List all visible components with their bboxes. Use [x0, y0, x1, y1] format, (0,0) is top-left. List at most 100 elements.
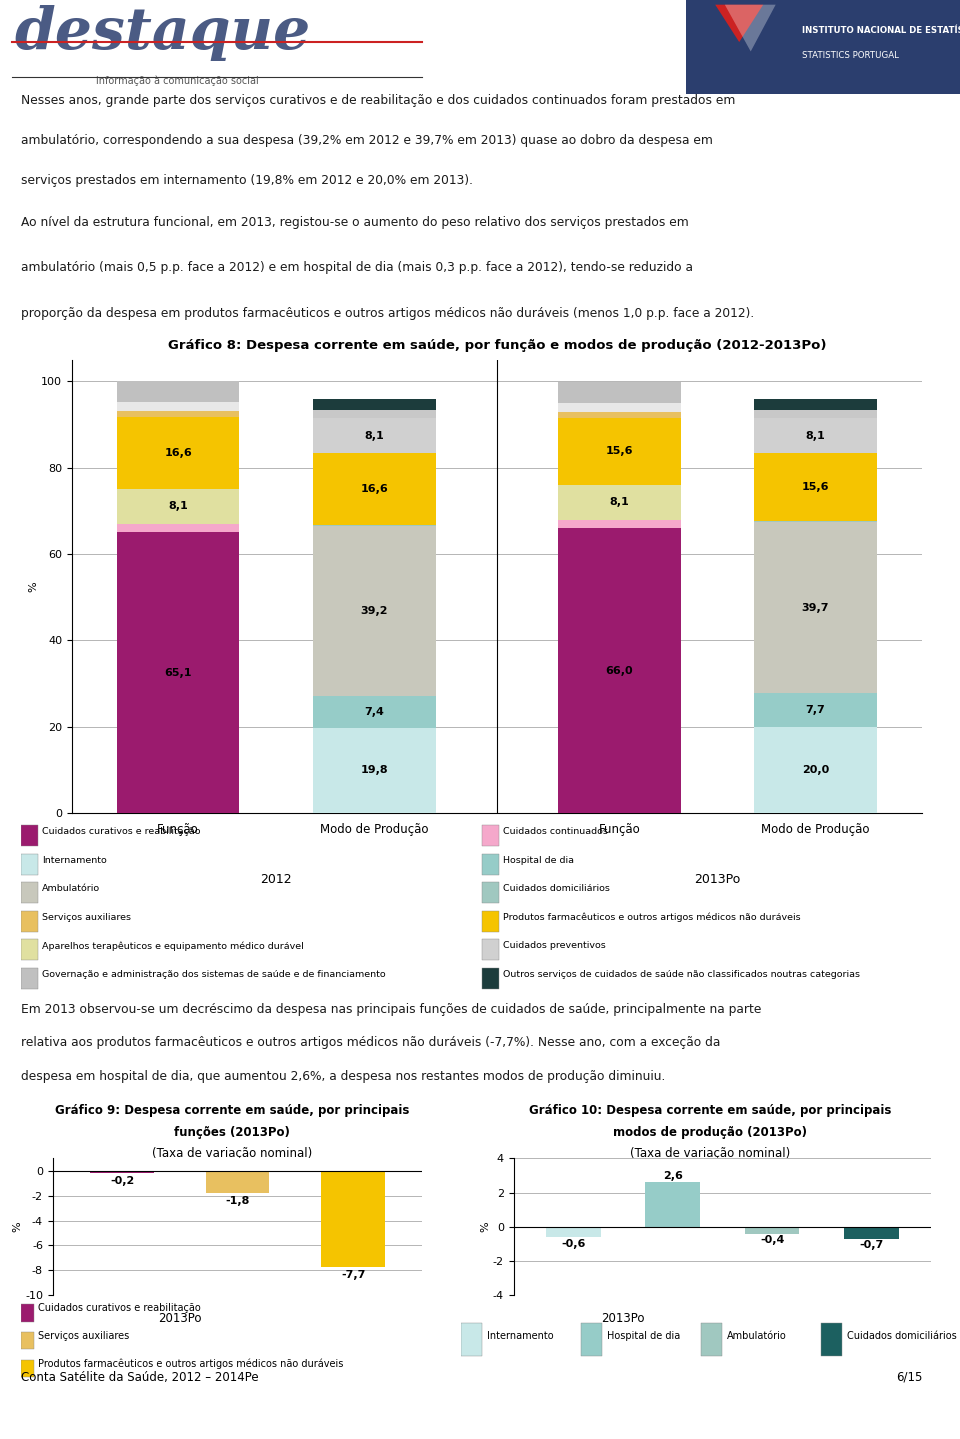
- FancyBboxPatch shape: [482, 826, 498, 846]
- Text: (Taxa de variação nominal): (Taxa de variação nominal): [631, 1147, 790, 1160]
- Text: Ambulatório: Ambulatório: [728, 1331, 787, 1341]
- Text: Ao nível da estrutura funcional, em 2013, registou-se o aumento do peso relativo: Ao nível da estrutura funcional, em 2013…: [21, 216, 689, 229]
- Text: INSTITUTO NACIONAL DE ESTATÍSTICA: INSTITUTO NACIONAL DE ESTATÍSTICA: [802, 26, 960, 35]
- Bar: [90, 1171, 154, 1173]
- Bar: [755, 419, 876, 453]
- Bar: [558, 417, 681, 485]
- Text: Aparelhos terapêuticos e equipamento médico durável: Aparelhos terapêuticos e equipamento méd…: [42, 941, 304, 951]
- Text: modos de produção (2013Po): modos de produção (2013Po): [613, 1125, 807, 1138]
- Bar: [117, 381, 239, 401]
- Text: 8,1: 8,1: [805, 430, 826, 440]
- Bar: [117, 410, 239, 417]
- Bar: [745, 1226, 800, 1233]
- Text: Produtos farmacêuticos e outros artigos médicos não duráveis: Produtos farmacêuticos e outros artigos …: [503, 912, 801, 922]
- Bar: [313, 527, 436, 695]
- Bar: [755, 694, 876, 727]
- FancyBboxPatch shape: [21, 968, 37, 989]
- Text: Cuidados curativos e reabilitação: Cuidados curativos e reabilitação: [38, 1304, 201, 1314]
- Text: Internamento: Internamento: [42, 856, 108, 865]
- Text: 15,6: 15,6: [802, 482, 829, 492]
- Text: (Taxa de variação nominal): (Taxa de variação nominal): [153, 1147, 312, 1160]
- Bar: [313, 453, 436, 525]
- Text: 15,6: 15,6: [606, 446, 633, 456]
- Bar: [313, 410, 436, 419]
- Bar: [558, 381, 681, 403]
- Text: Ambulatório: Ambulatório: [42, 884, 101, 894]
- Text: Internamento: Internamento: [487, 1331, 554, 1341]
- Text: -7,7: -7,7: [341, 1269, 366, 1279]
- Bar: [117, 417, 239, 489]
- Bar: [558, 528, 681, 813]
- Text: 7,4: 7,4: [365, 707, 384, 717]
- Y-axis label: %: %: [480, 1222, 490, 1232]
- Bar: [558, 412, 681, 417]
- Y-axis label: %: %: [29, 581, 38, 591]
- Bar: [117, 489, 239, 524]
- Text: -0,4: -0,4: [760, 1235, 784, 1245]
- Text: 66,0: 66,0: [606, 666, 634, 675]
- FancyBboxPatch shape: [701, 1324, 722, 1356]
- Bar: [558, 403, 681, 412]
- Text: www.ine.pt    |    Serviço de Comunicação e Imagem - Tel: +351 21.842.61.00 - sc: www.ine.pt | Serviço de Comunicação e Im…: [147, 1407, 813, 1422]
- Text: 6/15: 6/15: [896, 1370, 923, 1384]
- Text: Em 2013 observou-se um decréscimo da despesa nas principais funções de cuidados : Em 2013 observou-se um decréscimo da des…: [21, 1003, 761, 1016]
- Bar: [313, 695, 436, 728]
- FancyBboxPatch shape: [581, 1324, 603, 1356]
- Text: despesa em hospital de dia, que aumentou 2,6%, a despesa nos restantes modos de : despesa em hospital de dia, que aumentou…: [21, 1069, 665, 1082]
- FancyBboxPatch shape: [482, 911, 498, 931]
- Bar: [755, 727, 876, 813]
- Text: Outros serviços de cuidados de saúde não classificados noutras categorias: Outros serviços de cuidados de saúde não…: [503, 970, 860, 979]
- Text: Gráfico 9: Despesa corrente em saúde, por principais: Gráfico 9: Despesa corrente em saúde, po…: [55, 1104, 410, 1117]
- Text: 16,6: 16,6: [360, 485, 388, 494]
- Text: 2013Po: 2013Po: [601, 1311, 645, 1324]
- Text: 8,1: 8,1: [168, 501, 188, 511]
- Text: 16,6: 16,6: [164, 448, 192, 458]
- Bar: [844, 1226, 899, 1239]
- Bar: [313, 419, 436, 453]
- Bar: [558, 519, 681, 528]
- Text: Governação e administração dos sistemas de saúde e de financiamento: Governação e administração dos sistemas …: [42, 970, 386, 979]
- Bar: [322, 1171, 385, 1266]
- Text: 39,2: 39,2: [361, 606, 388, 616]
- Text: ambulatório, correspondendo a sua despesa (39,2% em 2012 e 39,7% em 2013) quase : ambulatório, correspondendo a sua despes…: [21, 134, 713, 147]
- Text: 39,7: 39,7: [802, 603, 829, 613]
- Text: Cuidados domiciliários: Cuidados domiciliários: [848, 1331, 957, 1341]
- Y-axis label: %: %: [12, 1222, 22, 1232]
- Text: ambulatório (mais 0,5 p.p. face a 2012) e em hospital de dia (mais 0,3 p.p. face: ambulatório (mais 0,5 p.p. face a 2012) …: [21, 262, 693, 275]
- FancyBboxPatch shape: [21, 1333, 34, 1350]
- FancyBboxPatch shape: [21, 1360, 34, 1377]
- Bar: [558, 485, 681, 519]
- Text: Serviços auxiliares: Serviços auxiliares: [42, 912, 132, 921]
- Text: Conta Satélite da Saúde, 2012 – 2014Pe: Conta Satélite da Saúde, 2012 – 2014Pe: [21, 1370, 259, 1384]
- Text: -0,2: -0,2: [110, 1177, 134, 1186]
- Polygon shape: [715, 4, 763, 42]
- Text: 7,7: 7,7: [805, 705, 826, 715]
- FancyBboxPatch shape: [482, 882, 498, 904]
- Text: 2,6: 2,6: [662, 1170, 683, 1180]
- Bar: [313, 728, 436, 813]
- Text: Hospital de dia: Hospital de dia: [607, 1331, 681, 1341]
- Bar: [313, 399, 436, 410]
- Text: relativa aos produtos farmacêuticos e outros artigos médicos não duráveis (-7,7%: relativa aos produtos farmacêuticos e ou…: [21, 1036, 721, 1049]
- Text: proporção da despesa em produtos farmacêuticos e outros artigos médicos não durá: proporção da despesa em produtos farmacê…: [21, 307, 755, 319]
- Text: -0,6: -0,6: [561, 1239, 586, 1249]
- Title: Gráfico 8: Despesa corrente em saúde, por função e modos de produção (2012-2013P: Gráfico 8: Despesa corrente em saúde, po…: [168, 338, 826, 351]
- Text: 20,0: 20,0: [802, 766, 829, 774]
- Text: destaque: destaque: [14, 4, 311, 62]
- Text: 2012: 2012: [260, 873, 292, 886]
- Bar: [755, 453, 876, 521]
- Bar: [117, 401, 239, 410]
- FancyBboxPatch shape: [482, 853, 498, 875]
- FancyBboxPatch shape: [21, 911, 37, 931]
- Bar: [117, 524, 239, 532]
- Text: 2013Po: 2013Po: [694, 873, 740, 886]
- Text: STATISTICS PORTUGAL: STATISTICS PORTUGAL: [802, 52, 899, 60]
- Bar: [546, 1226, 601, 1238]
- Bar: [205, 1171, 270, 1193]
- Text: Produtos farmacêuticos e outros artigos médicos não duráveis: Produtos farmacêuticos e outros artigos …: [38, 1358, 344, 1370]
- FancyBboxPatch shape: [21, 826, 37, 846]
- Text: 8,1: 8,1: [610, 498, 629, 508]
- Bar: [686, 0, 960, 94]
- Bar: [645, 1183, 700, 1226]
- Text: informação à comunicação social: informação à comunicação social: [96, 76, 259, 86]
